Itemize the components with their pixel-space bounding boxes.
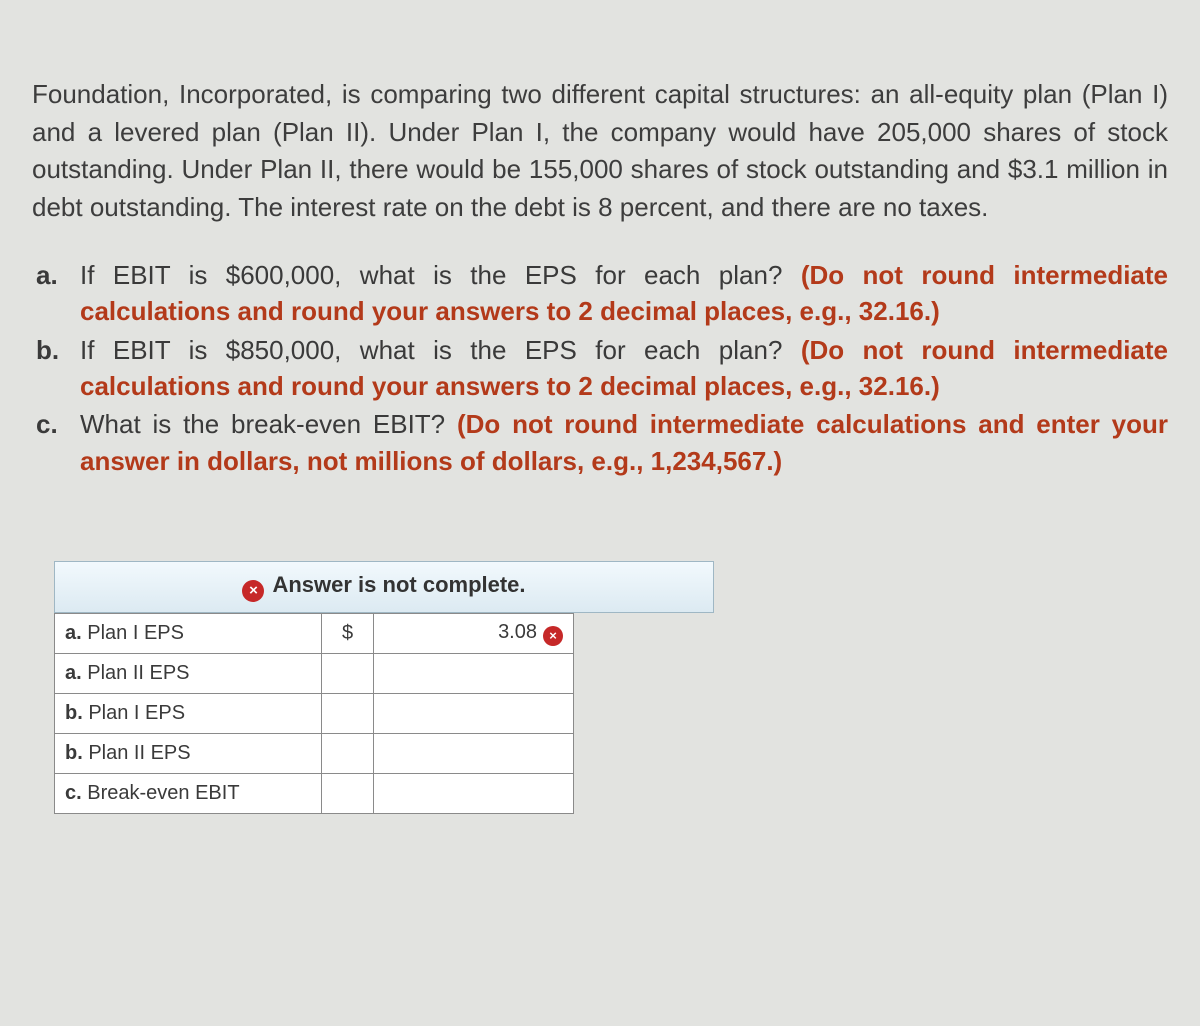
row-label-text: Plan II EPS [82, 662, 190, 684]
question-b: If EBIT is $850,000, what is the EPS for… [80, 332, 1168, 405]
table-row: b. Plan I EPS [55, 694, 574, 734]
currency-cell[interactable] [322, 734, 374, 774]
row-qletter: b. [65, 742, 83, 764]
value-cell[interactable] [374, 654, 574, 694]
value-cell[interactable] [374, 734, 574, 774]
row-qletter: c. [65, 782, 82, 804]
value-text: 3.08 [498, 621, 537, 643]
page: Foundation, Incorporated, is comparing t… [0, 0, 1200, 854]
currency-cell[interactable] [322, 774, 374, 814]
row-qletter: b. [65, 702, 83, 724]
answer-box: ×Answer is not complete. a. Plan I EPS$3… [54, 561, 714, 814]
currency-cell[interactable] [322, 654, 374, 694]
incomplete-icon: × [242, 580, 264, 602]
row-label-text: Break-even EBIT [82, 782, 240, 804]
status-message: Answer is not complete. [272, 572, 525, 597]
row-label-text: Plan II EPS [83, 742, 191, 764]
currency-cell[interactable] [322, 694, 374, 734]
row-label: c. Break-even EBIT [55, 774, 322, 814]
currency-cell[interactable]: $ [322, 614, 374, 654]
answer-table-body: a. Plan I EPS$3.08×a. Plan II EPSb. Plan… [55, 614, 574, 814]
wrong-icon: × [543, 626, 563, 646]
question-b-text: If EBIT is $850,000, what is the EPS for… [80, 335, 801, 365]
row-label: a. Plan I EPS [55, 614, 322, 654]
value-cell[interactable] [374, 774, 574, 814]
table-row: a. Plan I EPS$3.08× [55, 614, 574, 654]
question-a: If EBIT is $600,000, what is the EPS for… [80, 257, 1168, 330]
row-label-text: Plan I EPS [83, 702, 185, 724]
table-row: c. Break-even EBIT [55, 774, 574, 814]
row-qletter: a. [65, 662, 82, 684]
row-label: b. Plan I EPS [55, 694, 322, 734]
status-bar: × Answer is not complete. [54, 561, 714, 613]
problem-intro: Foundation, Incorporated, is comparing t… [32, 76, 1168, 227]
question-c: What is the break-even EBIT? (Do not rou… [80, 406, 1168, 479]
question-a-text: If EBIT is $600,000, what is the EPS for… [80, 260, 801, 290]
row-label: a. Plan II EPS [55, 654, 322, 694]
answer-table: a. Plan I EPS$3.08×a. Plan II EPSb. Plan… [54, 613, 574, 814]
value-cell[interactable]: 3.08 × [374, 614, 574, 654]
question-list: If EBIT is $600,000, what is the EPS for… [32, 257, 1168, 479]
row-qletter: a. [65, 622, 82, 644]
row-label-text: Plan I EPS [82, 622, 184, 644]
table-row: a. Plan II EPS [55, 654, 574, 694]
value-cell[interactable] [374, 694, 574, 734]
question-c-text: What is the break-even EBIT? [80, 409, 457, 439]
row-label: b. Plan II EPS [55, 734, 322, 774]
table-row: b. Plan II EPS [55, 734, 574, 774]
